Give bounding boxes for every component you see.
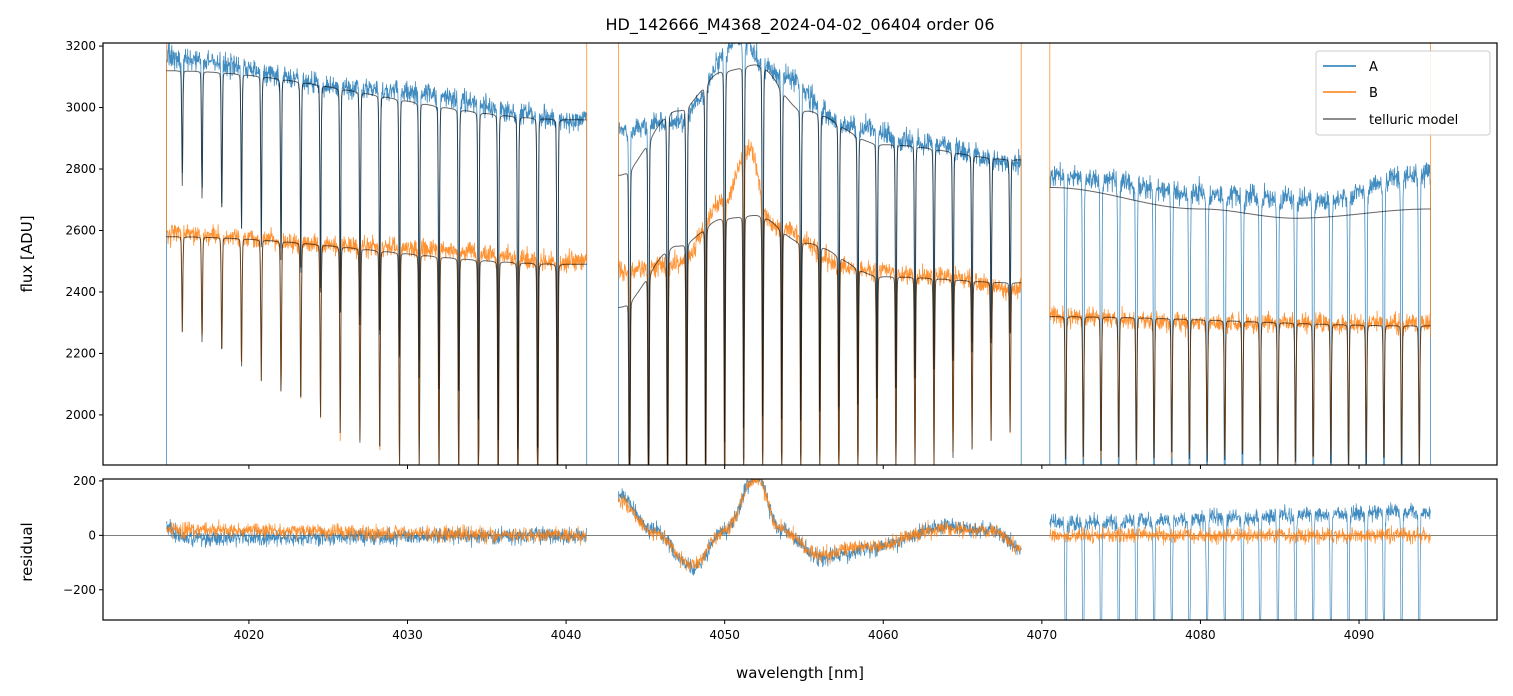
y-axis-label-residual: residual bbox=[18, 522, 36, 581]
y-axis-label-flux: flux [ADU] bbox=[18, 215, 36, 292]
x-tick-label: 4020 bbox=[234, 628, 265, 642]
residual-b-segment-1 bbox=[618, 479, 1022, 572]
legend: A B telluric model bbox=[1315, 50, 1491, 136]
x-tick-label: 4030 bbox=[392, 628, 423, 642]
y-tick-label: 3200 bbox=[65, 39, 96, 53]
legend-label-telluric: telluric model bbox=[1369, 113, 1458, 128]
y-tick-label: 0 bbox=[88, 528, 96, 542]
legend-label-a: A bbox=[1369, 60, 1378, 75]
telluric-model-a-segment-0 bbox=[166, 70, 587, 465]
x-tick-label: 4070 bbox=[1027, 628, 1058, 642]
y-tick-label: 2600 bbox=[65, 223, 96, 237]
chart-title: HD_142666_M4368_2024-04-02_06404 order 0… bbox=[605, 15, 994, 35]
telluric-model-b-segment-2 bbox=[1049, 316, 1431, 465]
legend-label-b: B bbox=[1369, 86, 1378, 101]
x-tick-label: 4090 bbox=[1344, 628, 1375, 642]
y-tick-label: 2400 bbox=[65, 285, 96, 299]
x-tick-label: 4050 bbox=[709, 628, 740, 642]
residual-a-segment-1 bbox=[618, 479, 1022, 576]
residual-b-segment-2 bbox=[1049, 525, 1431, 546]
y-tick-label: 2200 bbox=[65, 346, 96, 360]
telluric-model-a-segment-2 bbox=[1049, 187, 1431, 219]
y-tick-label: 3000 bbox=[65, 101, 96, 115]
residual-b-segment-0 bbox=[166, 519, 588, 546]
y-tick-label: 2800 bbox=[65, 162, 96, 176]
y-tick-label: 200 bbox=[73, 474, 96, 488]
x-axis-label: wavelength [nm] bbox=[736, 664, 864, 682]
y-tick-label: −200 bbox=[63, 583, 96, 597]
residual-a-segment-2 bbox=[1049, 502, 1431, 620]
x-tick-label: 4040 bbox=[551, 628, 582, 642]
x-tick-label: 4080 bbox=[1185, 628, 1216, 642]
residual-plot: −200 0 200 4020 4030 4040 4050 4060 4070 4080 409… bbox=[18, 474, 1498, 682]
telluric-model-b-segment-1 bbox=[618, 215, 1022, 465]
y-tick-label: 2000 bbox=[65, 408, 96, 422]
series-a-segment-2 bbox=[1049, 161, 1431, 465]
telluric-model-b-segment-0 bbox=[166, 236, 587, 465]
x-tick-label: 4060 bbox=[868, 628, 899, 642]
